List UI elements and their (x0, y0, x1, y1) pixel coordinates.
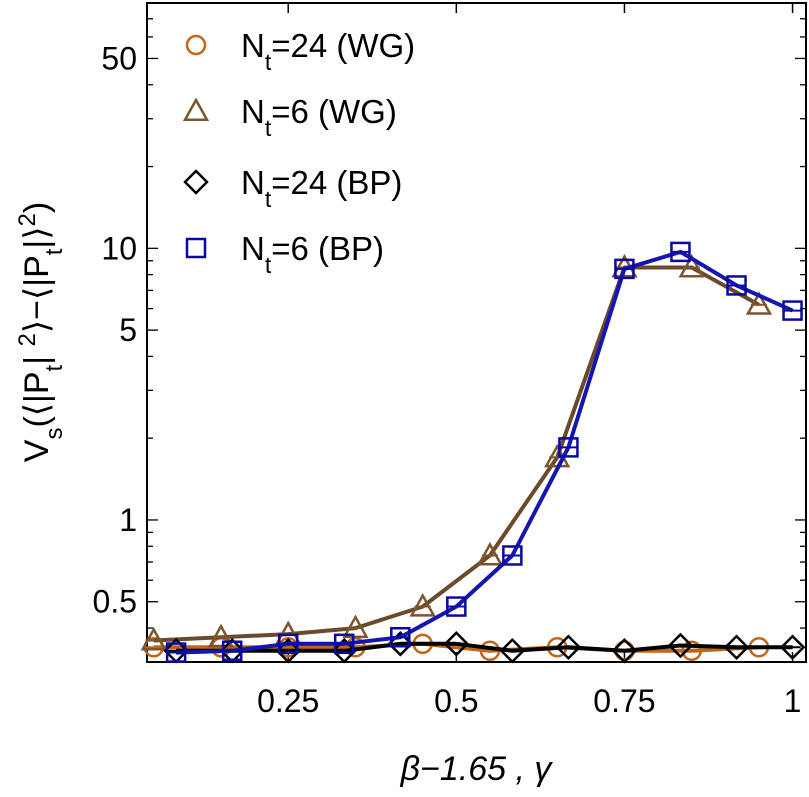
x-tick-label: 0.5 (434, 683, 478, 719)
series-2 (140, 253, 773, 651)
x-axis-title: β−1.65 , γ (400, 750, 554, 788)
data-point (782, 300, 803, 321)
y-tick-label: 10 (101, 230, 137, 266)
data-point (502, 545, 523, 566)
data-point (614, 258, 635, 280)
legend-label: Nt=6 (BP) (241, 230, 384, 278)
data-point (611, 637, 638, 664)
legend-label: Nt=6 (WG) (241, 93, 397, 141)
legend-label: Nt=24 (WG) (241, 27, 415, 75)
series-line (153, 265, 760, 643)
x-tick-label: 0.25 (257, 683, 319, 719)
data-point (140, 626, 167, 651)
plot-frame (146, 2, 807, 663)
legend: Nt=24 (WG) Nt=6 (WG) Nt=24 (BP) Nt=6 (BP) (182, 27, 415, 278)
legend-marker (183, 169, 209, 195)
series-line (176, 249, 794, 655)
data-point (681, 640, 702, 662)
x-tick-label: 1 (784, 683, 802, 719)
data-point (409, 592, 436, 617)
data-point (331, 637, 357, 664)
data-point (333, 633, 355, 655)
y-tick-label: 1 (119, 502, 137, 538)
data-point (558, 437, 579, 458)
data-point (670, 241, 691, 263)
y-tick-label: 0.5 (93, 584, 137, 620)
data-point (723, 634, 750, 661)
data-point (499, 637, 526, 664)
legend-marker (185, 237, 207, 259)
data-point (219, 637, 245, 664)
data-point (207, 623, 235, 648)
series-layer (140, 241, 806, 664)
data-point (745, 291, 773, 315)
legend-item: Nt=24 (WG) (185, 27, 415, 75)
data-point (342, 614, 369, 639)
legend-label: Nt=24 (BP) (241, 164, 402, 212)
y-axis-title: Vs(⟨|Pt| 2⟩−⟨|Pt|⟩2) (14, 202, 68, 462)
legend-marker (185, 34, 207, 56)
y-tick-label: 50 (101, 40, 137, 76)
data-point (221, 640, 243, 662)
x-axis: 0.25 0.5 0.75 1 (257, 3, 801, 719)
series-4 (165, 241, 803, 663)
data-point (165, 642, 187, 663)
data-point (779, 634, 806, 661)
y-tick-label: 5 (119, 312, 137, 348)
data-point (678, 253, 705, 278)
legend-marker (182, 97, 210, 122)
data-point (667, 632, 694, 659)
y-axis: 0.5 1 5 10 50 (93, 2, 806, 663)
legend-item: Nt=6 (WG) (182, 93, 397, 141)
legend-item: Nt=6 (BP) (185, 230, 384, 278)
data-point (476, 541, 504, 566)
data-point (277, 633, 299, 655)
data-point (390, 627, 411, 648)
x-tick-label: 0.75 (593, 683, 655, 719)
data-point (446, 596, 467, 617)
data-point (275, 637, 301, 664)
data-point (443, 631, 470, 657)
data-point (726, 275, 747, 296)
data-point (555, 634, 582, 661)
svg-text:Vs(⟨|Pt| 2⟩−⟨|Pt|⟩2): Vs(⟨|Pt| 2⟩−⟨|Pt|⟩2) (14, 202, 68, 462)
legend-item: Nt=24 (BP) (183, 164, 402, 212)
